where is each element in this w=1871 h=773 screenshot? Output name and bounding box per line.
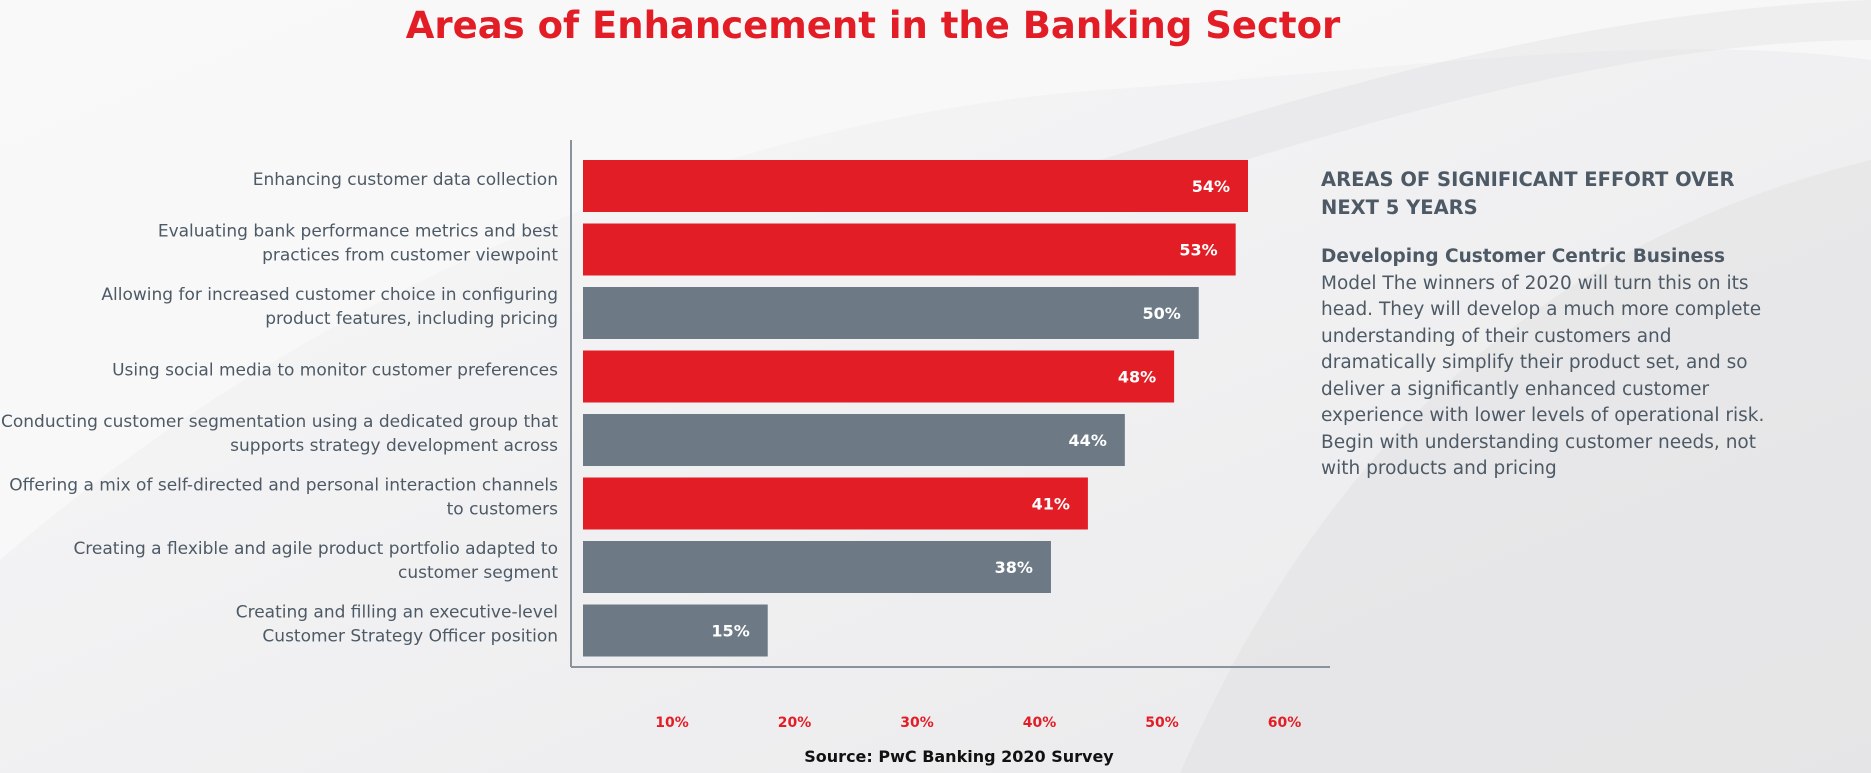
x-tick-label: 60% (1268, 715, 1302, 731)
bar-value-label: 54% (1192, 177, 1230, 196)
bar-value-label: 50% (1142, 304, 1180, 323)
page-title: Areas of Enhancement in the Banking Sect… (405, 4, 1341, 47)
panel-lead: Developing Customer Centric Business (1321, 246, 1726, 267)
panel-heading: AREAS OF SIGNIFICANT EFFORT OVER NEXT 5 … (1321, 168, 1735, 219)
category-label: Conducting customer segmentation using a… (1, 412, 558, 432)
bar-value-label: 48% (1118, 368, 1156, 387)
x-tick-label: 50% (1145, 715, 1179, 731)
side-panel: AREAS OF SIGNIFICANT EFFORT OVER NEXT 5 … (1321, 166, 1771, 483)
bar-7 (583, 541, 1051, 593)
category-label: Offering a mix of self-directed and pers… (9, 476, 558, 496)
x-tick-label: 10% (655, 715, 689, 731)
category-label: product features, including pricing (265, 309, 558, 329)
bar-3 (583, 287, 1199, 339)
bar-value-label: 15% (711, 622, 749, 641)
category-label: Using social media to monitor customer p… (112, 361, 558, 381)
category-label: Creating and filling an executive-level (236, 603, 558, 623)
category-label: Evaluating bank performance metrics and … (158, 222, 558, 242)
category-label: practices from customer viewpoint (262, 246, 558, 266)
panel-body: Developing Customer Centric Business Mod… (1321, 244, 1771, 483)
bar-value-label: 41% (1032, 495, 1070, 514)
category-label: supports strategy development across (230, 436, 558, 456)
bar-8 (583, 604, 768, 657)
bar-value-label: 38% (995, 558, 1033, 577)
x-tick-label: 30% (900, 715, 934, 731)
bar-2 (583, 223, 1236, 276)
category-label: Customer Strategy Officer position (262, 627, 558, 647)
bar-value-label: 44% (1069, 431, 1107, 450)
source-note: Source: PwC Banking 2020 Survey (804, 747, 1114, 766)
panel-text: Model The winners of 2020 will turn this… (1321, 272, 1765, 480)
bar-5 (583, 414, 1125, 466)
category-label: Enhancing customer data collection (253, 170, 558, 190)
x-tick-label: 40% (1023, 715, 1057, 731)
x-tick-label: 20% (778, 715, 812, 731)
bar-4 (583, 350, 1175, 403)
category-label: customer segment (398, 563, 558, 583)
category-label: Allowing for increased customer choice i… (101, 285, 558, 305)
bar-6 (583, 477, 1088, 530)
category-label: to customers (447, 500, 559, 520)
bar-1 (583, 160, 1248, 212)
bar-value-label: 53% (1179, 241, 1217, 260)
category-label: Creating a flexible and agile product po… (73, 539, 558, 559)
